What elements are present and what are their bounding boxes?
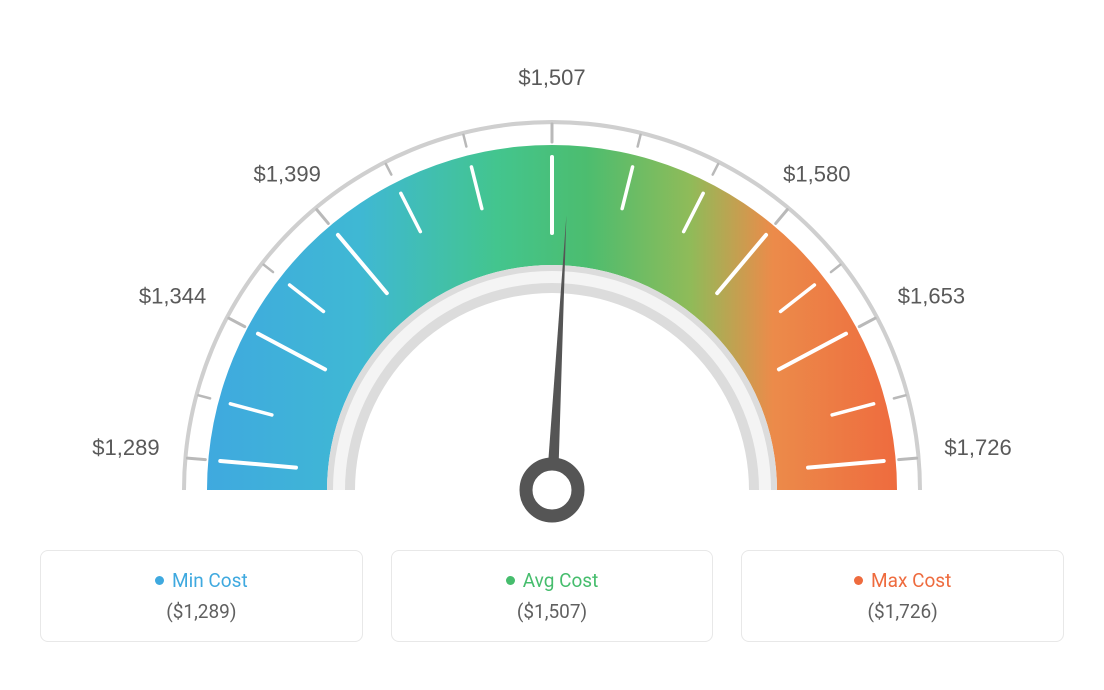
cost-gauge: $1,289 $1,344 $1,399 $1,507 $1,580 $1,653 $1,7… (40, 20, 1064, 540)
legend-label: Max Cost (871, 569, 951, 592)
legend-card: Max Cost ($1,726) (741, 550, 1064, 642)
legend-title: Min Cost (155, 569, 248, 592)
legend-title: Max Cost (854, 569, 951, 592)
legend-dot-icon (854, 576, 863, 585)
legend-label: Min Cost (172, 569, 248, 592)
legend-dot-icon (155, 576, 164, 585)
gauge-tick-label: $1,653 (898, 284, 965, 309)
legend-value: ($1,726) (868, 600, 938, 623)
legend-card: Min Cost ($1,289) (40, 550, 363, 642)
gauge-tick-label: $1,726 (944, 435, 1011, 460)
legend-value: ($1,507) (517, 600, 587, 623)
legend-row: Min Cost ($1,289) Avg Cost ($1,507) Max … (40, 550, 1064, 642)
legend-card: Avg Cost ($1,507) (391, 550, 714, 642)
legend-title: Avg Cost (506, 569, 599, 592)
legend-value: ($1,289) (166, 600, 236, 623)
gauge-tick-label: $1,507 (518, 65, 585, 90)
gauge-tick-label: $1,399 (254, 161, 321, 186)
gauge-tick-label: $1,344 (139, 284, 206, 309)
gauge-tick-label: $1,580 (783, 161, 850, 186)
gauge-tick-label: $1,289 (92, 435, 159, 460)
legend-label: Avg Cost (523, 569, 599, 592)
legend-dot-icon (506, 576, 515, 585)
